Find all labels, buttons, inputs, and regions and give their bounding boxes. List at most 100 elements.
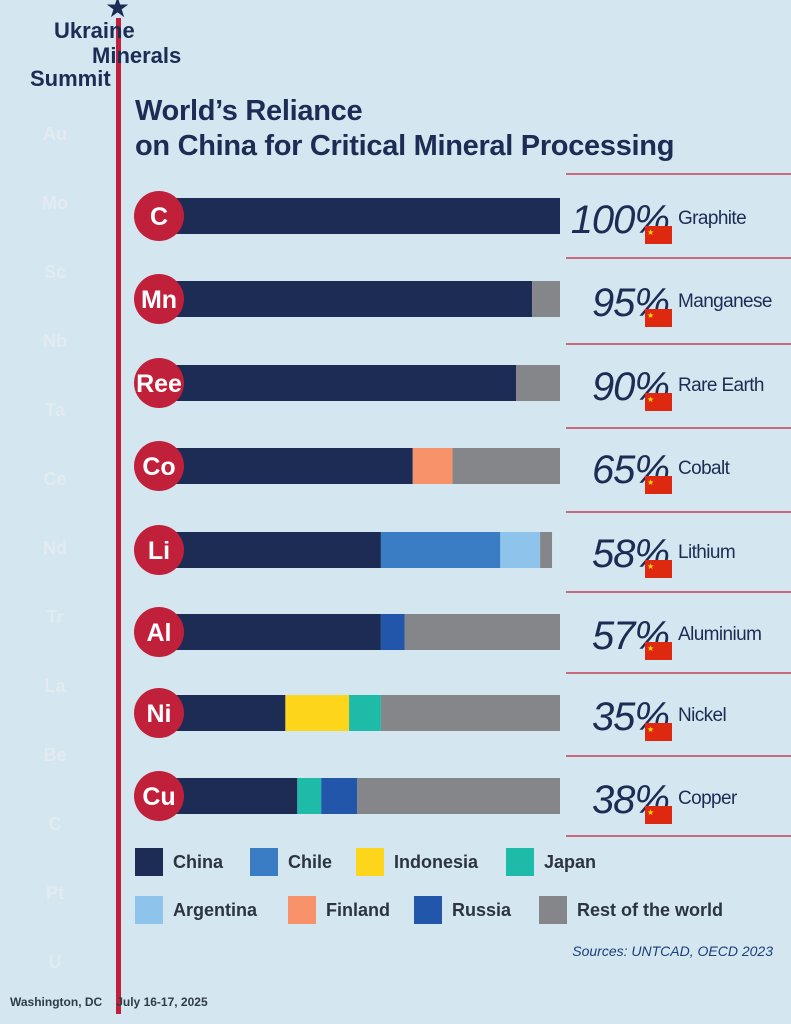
bar-segment-russia	[321, 778, 358, 814]
category-label: Lithium	[678, 542, 735, 563]
bar-segment-china	[162, 365, 517, 401]
legend-label: Rest of the world	[577, 900, 723, 920]
element-symbol: Li	[148, 537, 170, 565]
legend-label: China	[173, 852, 224, 872]
chart-title-line-2: on China for Critical Mineral Processing	[135, 130, 675, 162]
sources-note: Sources: UNTCAD, OECD 2023	[572, 943, 773, 959]
bar-segment-china	[162, 532, 381, 568]
flag-star-icon: ★	[647, 808, 654, 817]
element-symbol: Al	[147, 619, 172, 647]
china-flag-icon	[645, 806, 672, 824]
element-symbol: Mn	[141, 286, 177, 314]
background-symbol: Pt	[46, 883, 64, 903]
element-badge	[134, 688, 184, 738]
background-symbol: Ta	[45, 400, 65, 420]
element-symbol: C	[150, 203, 168, 231]
background-symbol: Tr	[46, 607, 64, 627]
footer-location: Washington, DC	[10, 995, 103, 1009]
flag-star-icon: ★	[647, 478, 654, 487]
background-symbol: Be	[43, 745, 67, 765]
legend-label: Chile	[288, 852, 332, 872]
category-label: Copper	[678, 788, 738, 809]
element-symbol: Co	[142, 453, 175, 481]
footer: Washington, DC July 16-17, 2025	[10, 995, 208, 1009]
element-badge	[134, 274, 184, 324]
bar-segment-chile	[380, 532, 501, 568]
legend-label: Japan	[544, 852, 596, 872]
legend-swatch	[135, 848, 163, 876]
category-label: Graphite	[678, 208, 746, 229]
category-label: Nickel	[678, 705, 726, 726]
bar-segment-china	[162, 448, 413, 484]
bar-segment-china	[162, 281, 533, 317]
bar-segment-rest-of-the-world	[357, 778, 560, 814]
element-symbol: Ree	[136, 370, 182, 398]
bar-segment-rest-of-the-world	[380, 695, 560, 731]
brand-line-2: Minerals	[92, 43, 182, 68]
legend-label: Indonesia	[394, 852, 479, 872]
background-symbol: Sc	[43, 262, 67, 282]
background-symbol: C	[48, 814, 62, 834]
legend-label: Finland	[326, 900, 390, 920]
brand-line-3: Summit	[30, 66, 111, 91]
timeline-line	[116, 18, 121, 1014]
legend-swatch	[506, 848, 534, 876]
bar-segment-japan	[297, 778, 322, 814]
brand-line-1: Ukraine	[54, 18, 135, 43]
bar-segment-rest-of-the-world	[516, 365, 560, 401]
element-badge	[134, 358, 184, 408]
bar-segment-rest-of-the-world	[452, 448, 560, 484]
bar-segment-rest-of-the-world	[540, 532, 553, 568]
flag-star-icon: ★	[647, 725, 654, 734]
element-badge	[134, 771, 184, 821]
flag-star-icon: ★	[647, 395, 654, 404]
background-symbol: Nb	[43, 331, 67, 351]
category-label: Cobalt	[678, 458, 731, 479]
element-symbol: Cu	[142, 783, 175, 811]
china-flag-icon	[645, 723, 672, 741]
element-symbol: Ni	[147, 700, 172, 728]
background-symbol: La	[44, 676, 66, 696]
legend-swatch	[135, 896, 163, 924]
category-label: Rare Earth	[678, 375, 764, 396]
background-symbol: Nd	[43, 538, 67, 558]
category-label: Aluminium	[678, 624, 761, 645]
china-flag-icon	[645, 476, 672, 494]
legend-swatch	[539, 896, 567, 924]
bar-segment-rest-of-the-world	[532, 281, 560, 317]
legend-swatch	[356, 848, 384, 876]
bar-segment-argentina	[500, 532, 541, 568]
flag-star-icon: ★	[647, 644, 654, 653]
background-symbol: Mo	[42, 193, 68, 213]
bar-segment-china	[162, 198, 560, 234]
background-symbol: U	[48, 952, 62, 972]
bar-segment-indonesia	[285, 695, 350, 731]
china-flag-icon	[645, 309, 672, 327]
legend-swatch	[250, 848, 278, 876]
element-badge	[134, 525, 184, 575]
bar-segment-finland	[412, 448, 453, 484]
china-flag-icon	[645, 393, 672, 411]
category-label: Manganese	[678, 291, 772, 312]
bar-segment-russia	[380, 614, 405, 650]
flag-star-icon: ★	[647, 562, 654, 571]
legend-label: Russia	[452, 900, 512, 920]
bar-segment-china	[162, 614, 381, 650]
china-flag-icon	[645, 226, 672, 244]
flag-star-icon: ★	[647, 311, 654, 320]
bar-segment-japan	[349, 695, 381, 731]
chart-title: World’s Reliance on China for Critical M…	[135, 94, 674, 164]
background-symbol: Ce	[43, 469, 67, 489]
flag-star-icon: ★	[647, 228, 654, 237]
legend-swatch	[288, 896, 316, 924]
bar-segment-china	[162, 778, 298, 814]
element-badge	[134, 191, 184, 241]
element-badge	[134, 441, 184, 491]
legend-swatch	[414, 896, 442, 924]
china-flag-icon	[645, 642, 672, 660]
chart-title-line-1: World’s Reliance	[135, 95, 363, 127]
china-flag-icon	[645, 560, 672, 578]
element-badge	[134, 607, 184, 657]
